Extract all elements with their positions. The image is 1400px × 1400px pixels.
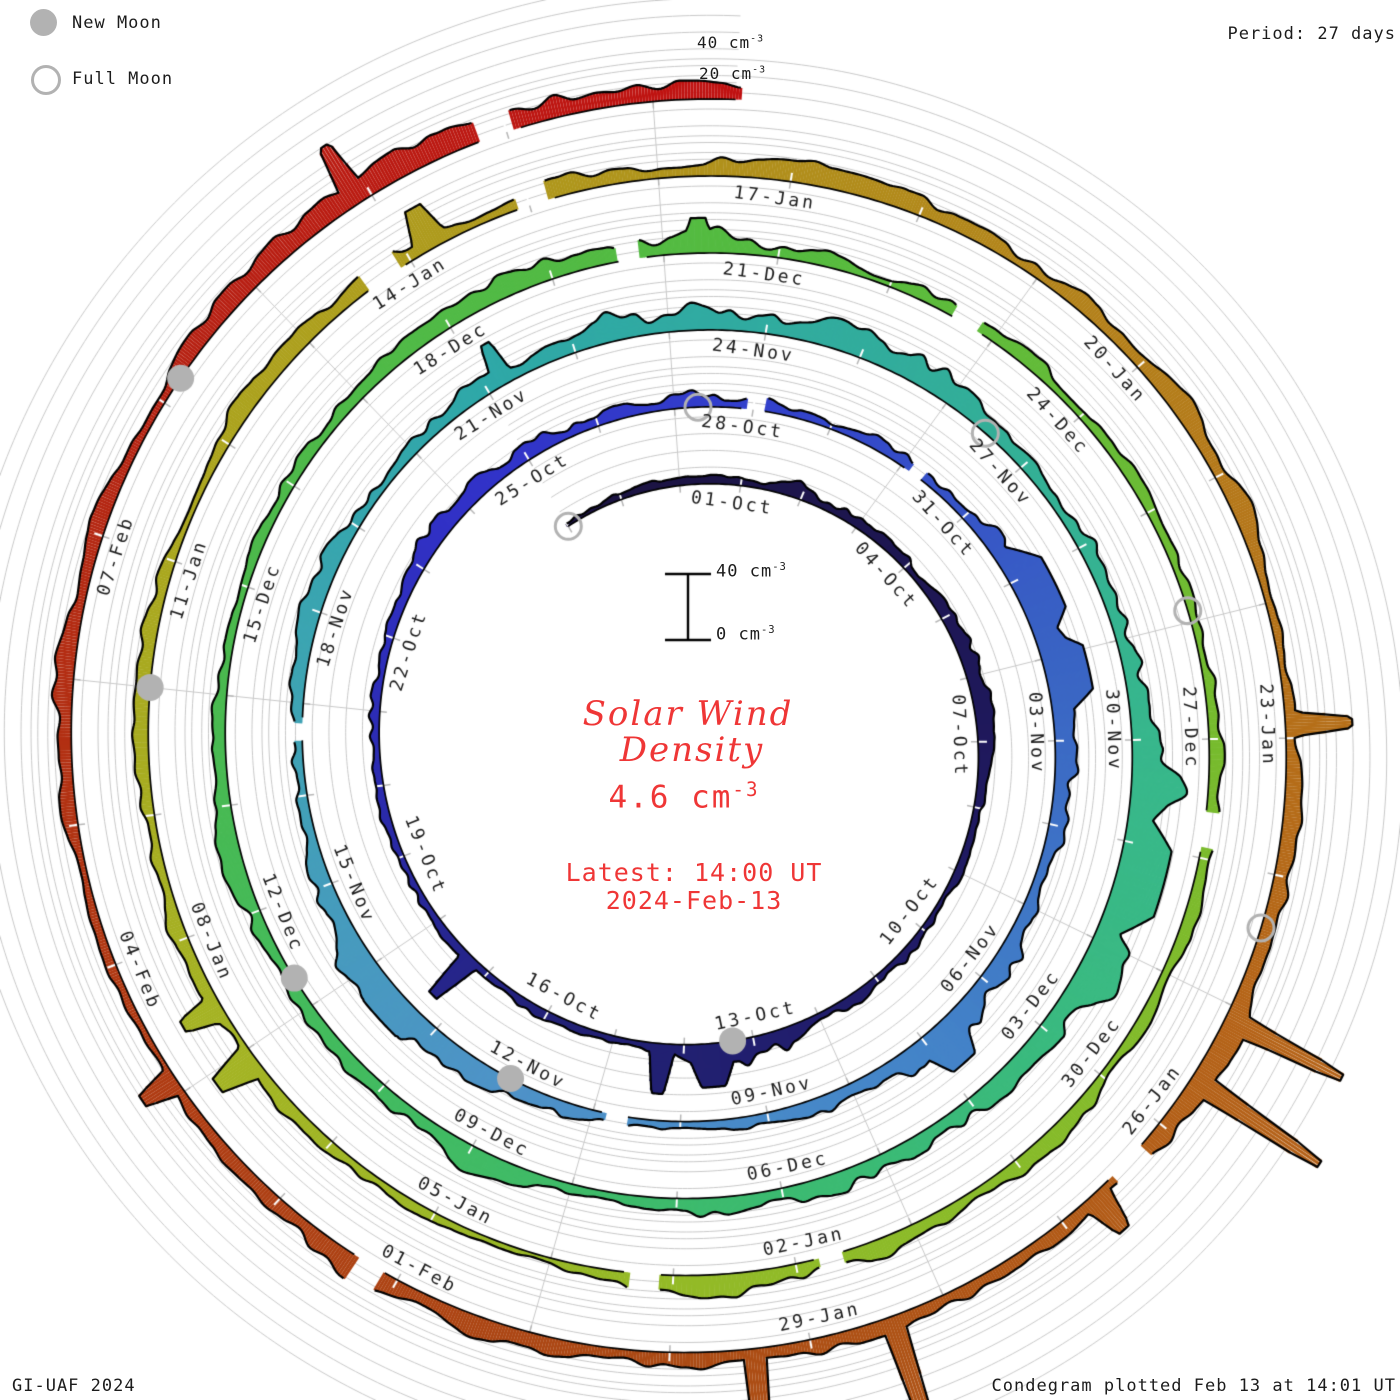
- latest-time-label: Latest: 14:00 UT: [565, 858, 823, 887]
- latest-date-label: 2024-Feb-13: [605, 886, 783, 915]
- outer-scale-40-label: 40 cm-3: [697, 33, 765, 52]
- credit-label: GI-UAF 2024: [12, 1376, 136, 1396]
- full-moon-legend-label: Full Moon: [72, 69, 174, 89]
- plotted-timestamp-label: Condegram plotted Feb 13 at 14:01 UT: [991, 1376, 1396, 1396]
- chart-title-line2: Density: [619, 730, 765, 770]
- outer-scale-20-label: 20 cm-3: [699, 64, 767, 83]
- full-moon-icon: [31, 65, 61, 95]
- center-scale-bottom-label: 0 cm-3: [716, 624, 776, 645]
- center-scale-top-label: 40 cm-3: [716, 561, 787, 582]
- period-label: Period: 27 days: [1227, 24, 1396, 44]
- current-density-value: 4.6 cm-3: [608, 778, 760, 816]
- new-moon-icon: [30, 9, 57, 36]
- chart-title-line1: Solar Wind: [582, 694, 794, 734]
- new-moon-legend-label: New Moon: [72, 13, 162, 33]
